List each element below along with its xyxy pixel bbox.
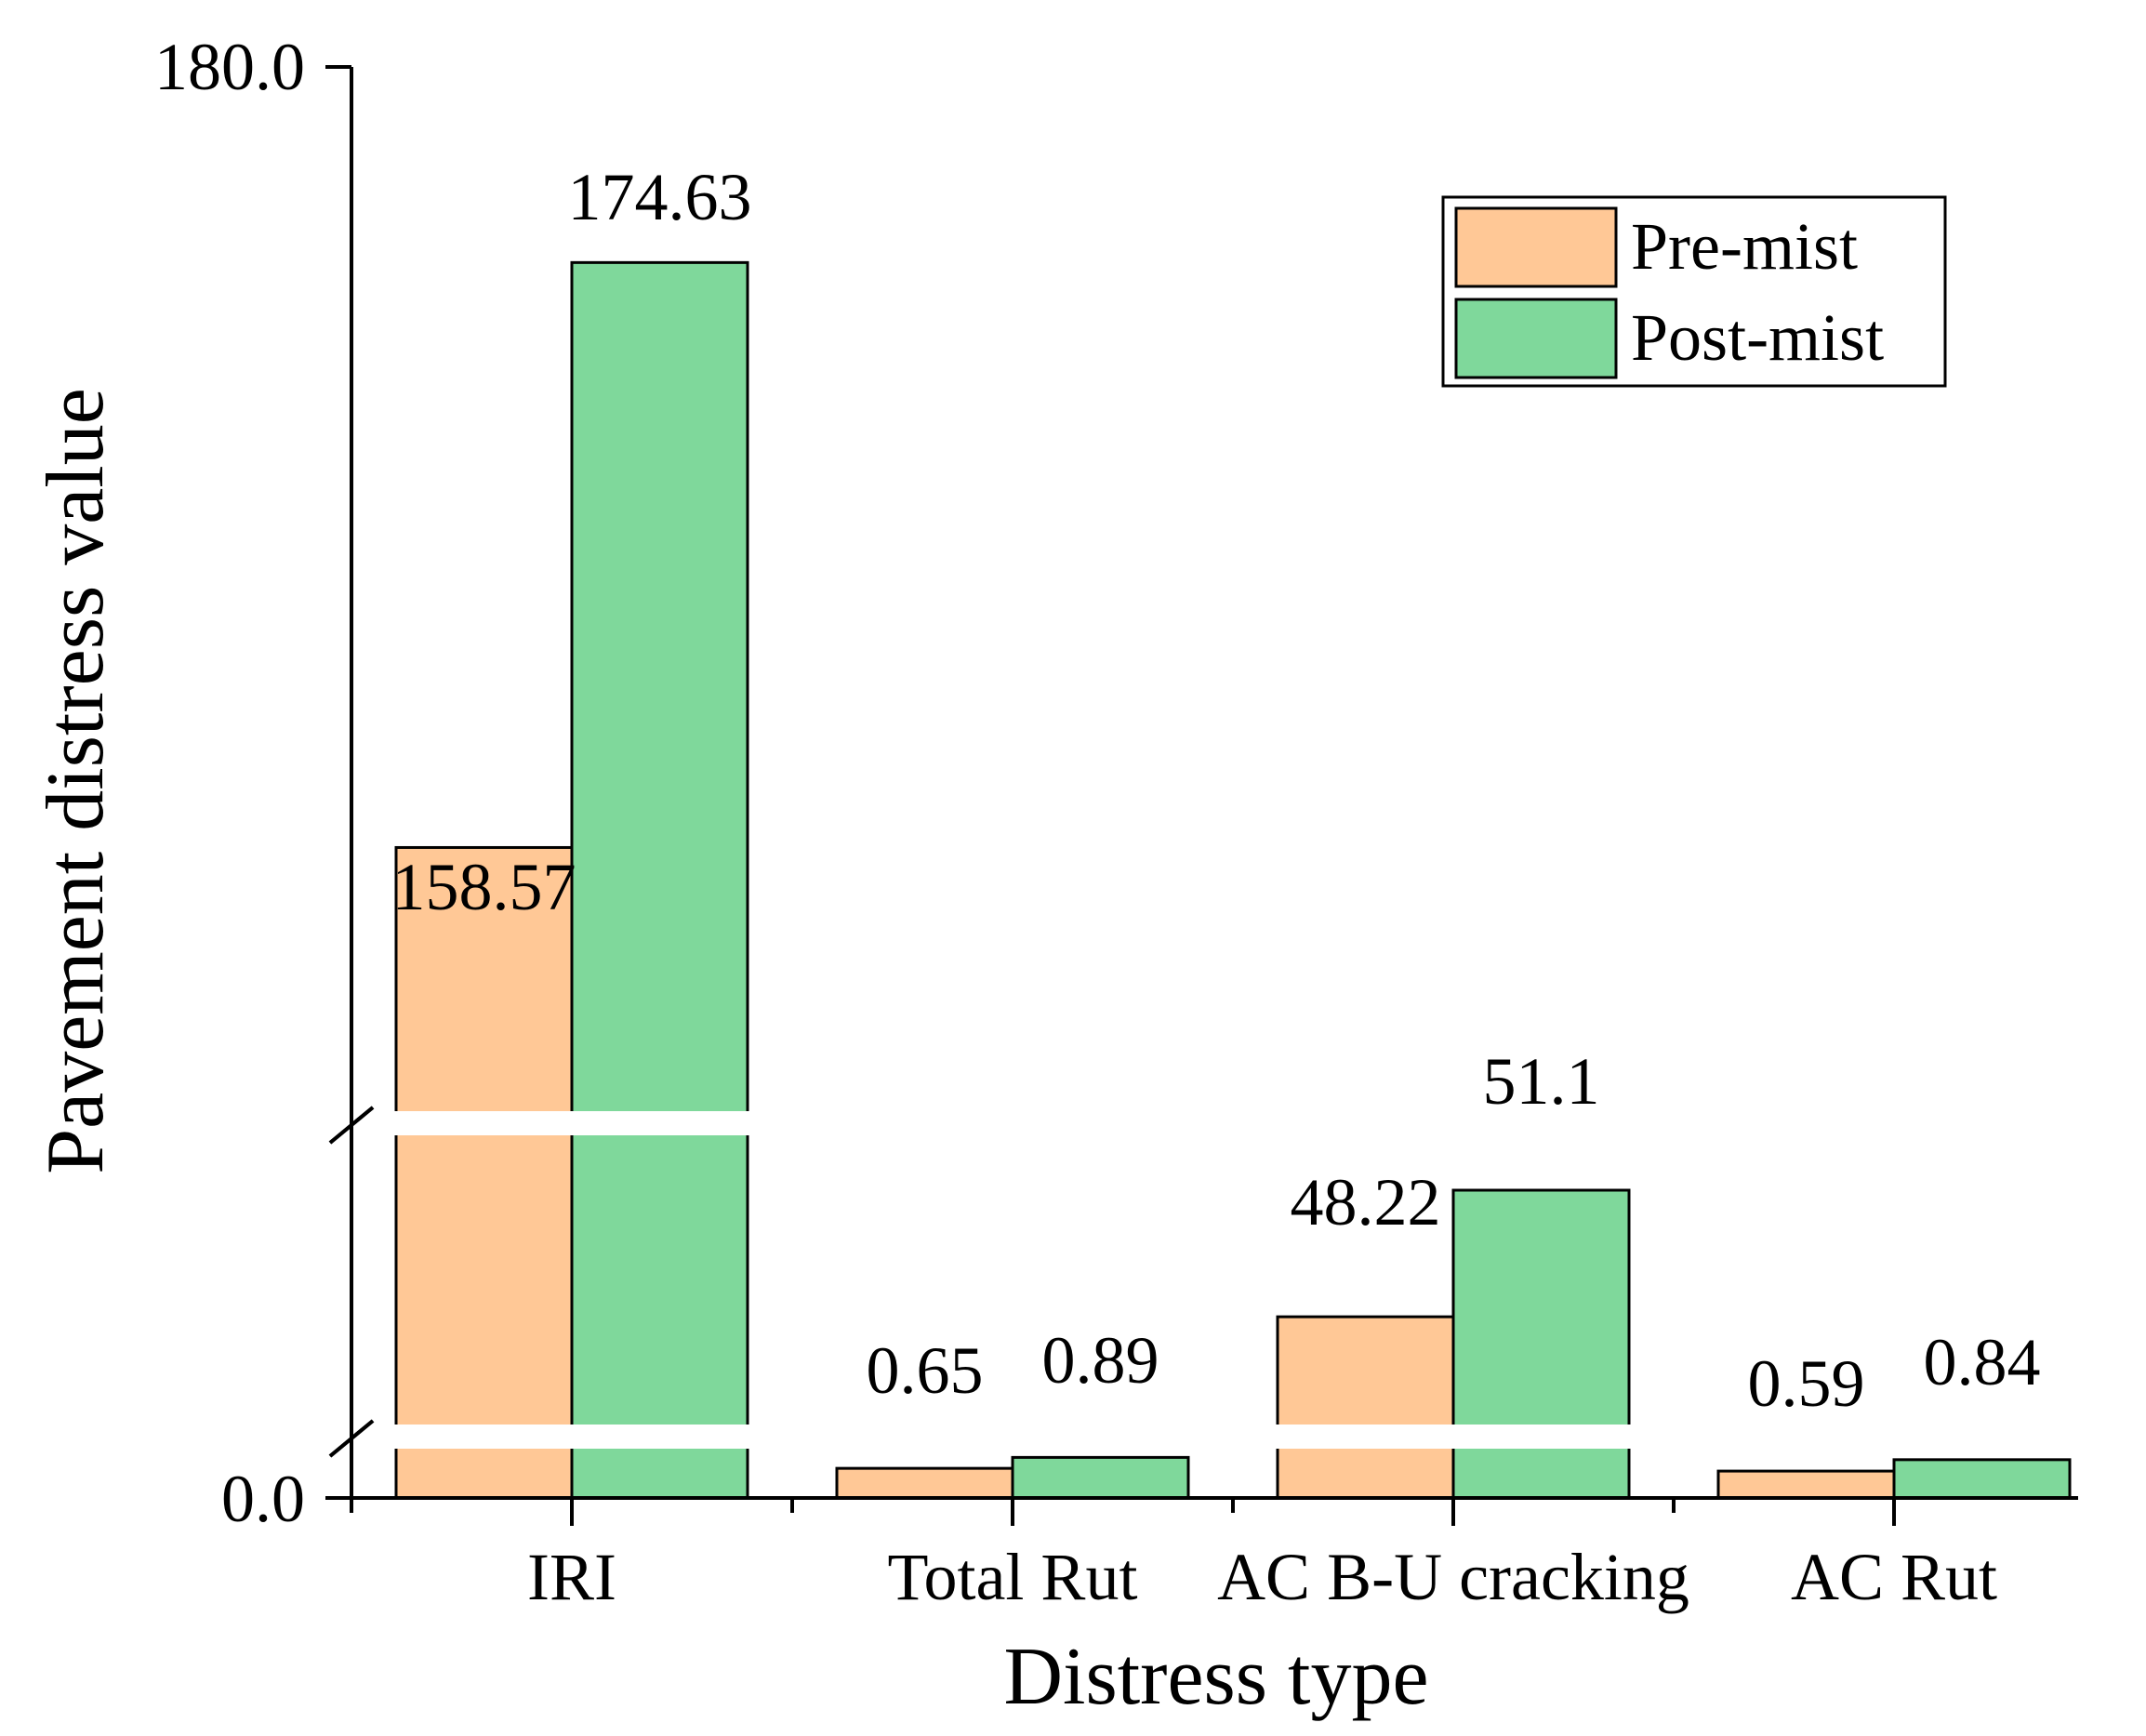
data-label-post-mist-iri: 174.63 <box>568 160 752 234</box>
bar-pre-mist-total-rut <box>835 1466 1014 1500</box>
bar-post-mist-total-rut <box>1011 1455 1190 1500</box>
data-label-post-mist-ac-b-u-cracking: 51.1 <box>1483 1044 1600 1119</box>
x-tick-label-ac-b-u-cracking: AC B-U cracking <box>1217 1540 1689 1614</box>
x-tick-label-total-rut: Total Rut <box>888 1540 1138 1614</box>
bar-pre-mist-iri <box>394 845 574 1500</box>
data-label-post-mist-total-rut: 0.89 <box>1042 1323 1159 1398</box>
legend: Pre-mist Post-mist <box>1441 195 1947 388</box>
data-labels: 158.57 0.65 48.22 0.59 174.63 0.89 51.1 0.84 <box>392 160 2041 1421</box>
y-tick-label-zero: 0.0 <box>221 1462 305 1536</box>
axis-break-gap-2 <box>372 1425 2111 1449</box>
bar-pre-mist-ac-rut <box>1716 1469 1896 1500</box>
legend-label-pre-mist: Pre-mist <box>1631 209 1858 284</box>
y-axis-title: Pavement distress value <box>31 388 121 1174</box>
legend-label-post-mist: Post-mist <box>1631 300 1884 375</box>
data-label-pre-mist-total-rut: 0.65 <box>867 1333 984 1408</box>
x-ticks: IRI Total Rut AC B-U cracking AC Rut <box>350 1498 1997 1614</box>
axis-break-gap-1 <box>372 1111 2111 1135</box>
data-label-pre-mist-iri: 158.57 <box>392 850 576 924</box>
x-tick-label-iri: IRI <box>527 1540 616 1614</box>
y-tick-label-top: 180.0 <box>154 30 305 104</box>
legend-swatch-pre-mist <box>1454 206 1618 288</box>
legend-swatch-post-mist <box>1454 298 1618 379</box>
y-ticks <box>325 65 351 1500</box>
data-label-pre-mist-ac-rut: 0.59 <box>1748 1346 1865 1421</box>
bar-post-mist-ac-rut <box>1892 1458 2072 1500</box>
bars-layer <box>394 260 2072 1500</box>
axis-break-gaps <box>328 1106 2111 1458</box>
x-axis-title: Distress type <box>1003 1632 1428 1722</box>
x-tick-label-ac-rut: AC Rut <box>1791 1540 1997 1614</box>
data-label-pre-mist-ac-b-u-cracking: 48.22 <box>1291 1165 1441 1239</box>
bar-post-mist-iri <box>570 260 749 1500</box>
bar-pre-mist-ac-b-u-cracking <box>1276 1315 1455 1500</box>
bar-post-mist-ac-b-u-cracking <box>1451 1188 1631 1500</box>
data-label-post-mist-ac-rut: 0.84 <box>1924 1325 2041 1399</box>
